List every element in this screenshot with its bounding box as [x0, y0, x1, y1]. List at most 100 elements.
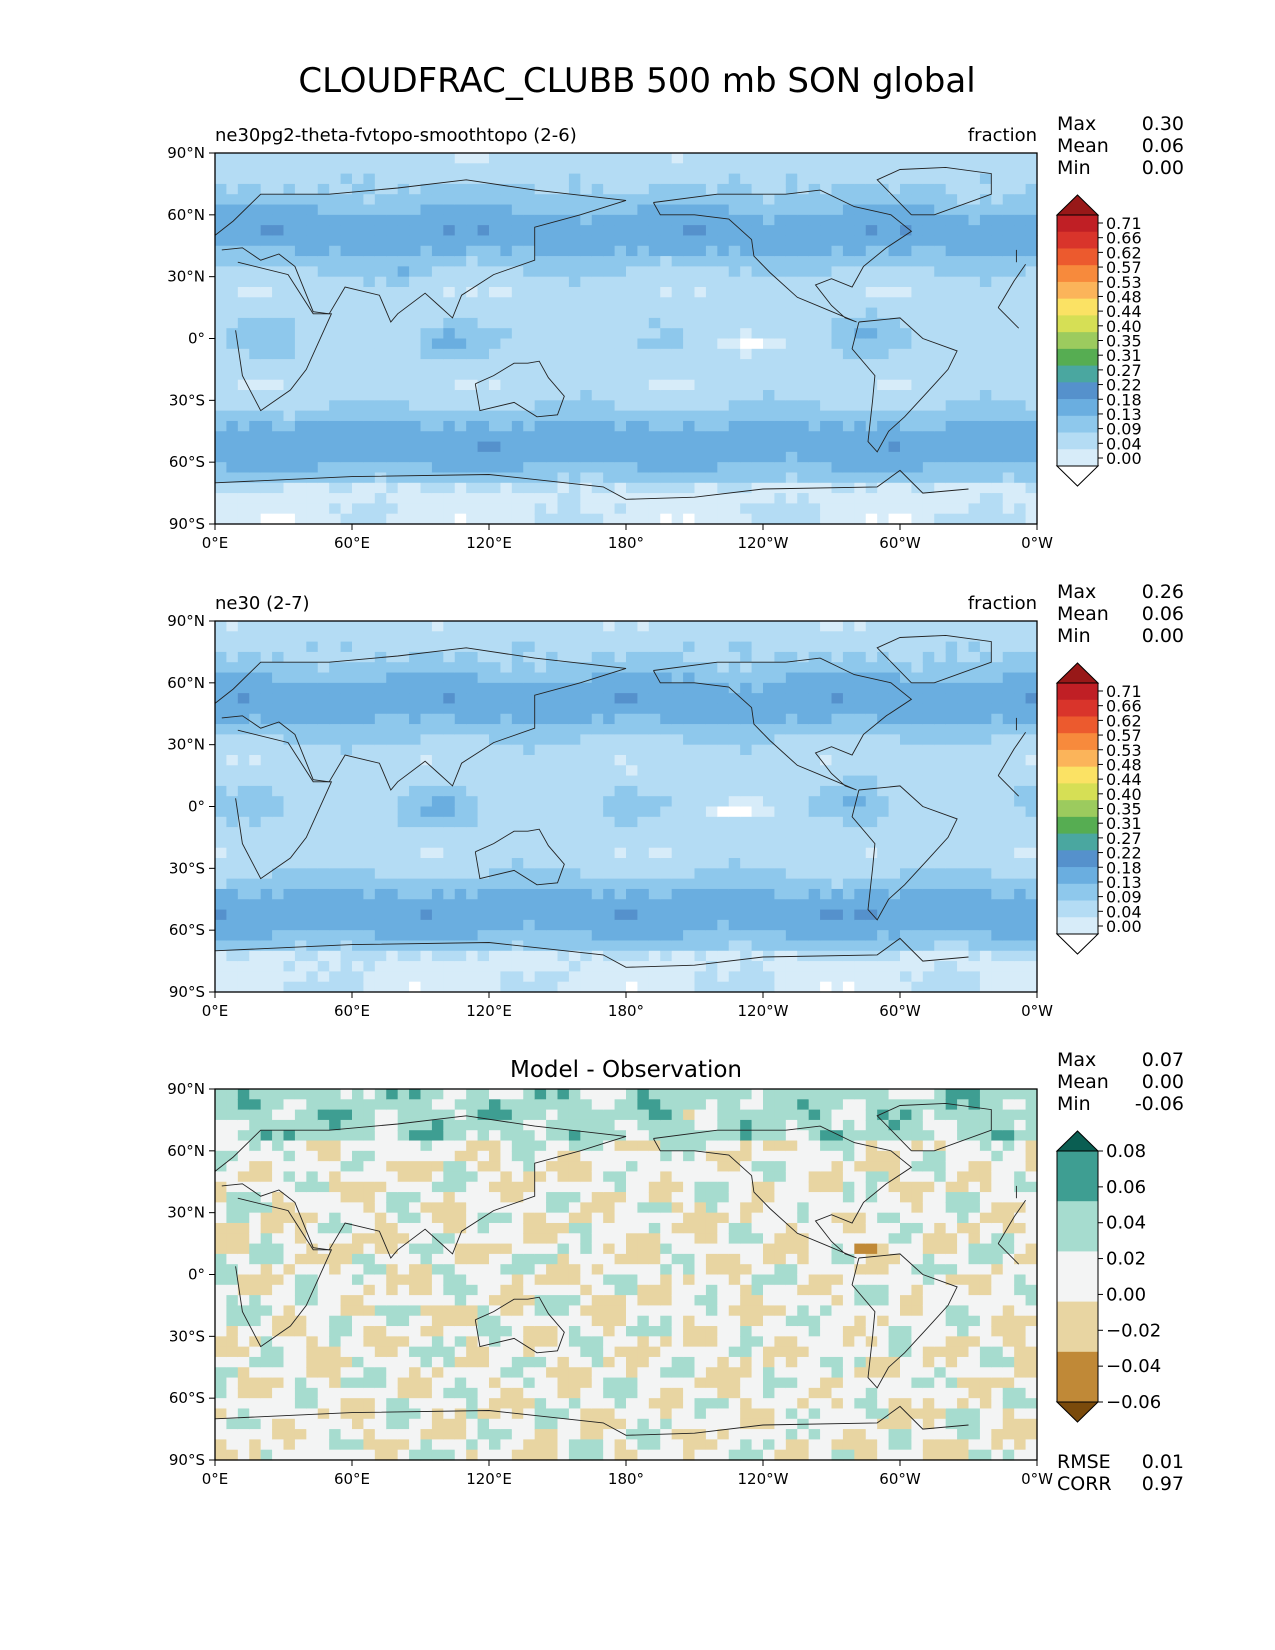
- map-cell: [854, 888, 867, 900]
- map-cell: [443, 631, 456, 643]
- map-cell: [363, 317, 376, 329]
- map-cell: [774, 420, 787, 432]
- map-cell: [580, 204, 593, 216]
- map-cell: [1025, 286, 1038, 298]
- map-cell: [968, 400, 981, 412]
- map-cell: [626, 173, 639, 185]
- map-cell: [957, 163, 970, 175]
- map-cell: [957, 173, 970, 185]
- map-cell: [1002, 225, 1015, 237]
- map-cell: [443, 672, 456, 684]
- map-cell: [466, 703, 479, 715]
- map-cell: [511, 693, 524, 705]
- map-cell: [352, 420, 365, 432]
- map-cell: [591, 431, 604, 443]
- map-cell: [511, 827, 524, 839]
- map-cell: [226, 693, 239, 705]
- map-cell: [831, 713, 844, 725]
- map-cell: [660, 868, 673, 880]
- map-cell: [705, 827, 718, 839]
- map-cell: [374, 724, 387, 735]
- map-cell: [842, 878, 855, 890]
- map-cell: [648, 462, 661, 474]
- map-cell: [237, 256, 250, 267]
- map-cell: [249, 503, 262, 515]
- map-cell: [237, 765, 250, 777]
- map-cell: [626, 775, 639, 787]
- map-cell: [466, 827, 479, 839]
- map-cell: [603, 734, 616, 746]
- map-cell: [546, 225, 559, 237]
- map-cell: [352, 744, 365, 756]
- map-cell: [568, 961, 581, 972]
- map-cell: [249, 724, 262, 735]
- map-cell: [454, 724, 467, 735]
- map-cell: [774, 765, 787, 777]
- map-cell: [317, 713, 330, 725]
- map-cell: [637, 235, 650, 247]
- map-cell: [363, 379, 376, 391]
- map-cell: [854, 785, 867, 797]
- map-cell: [797, 297, 810, 309]
- map-cell: [694, 754, 707, 766]
- map-cell: [294, 981, 307, 993]
- map-cell: [614, 703, 627, 715]
- map-cell: [626, 961, 639, 972]
- map-cell: [705, 214, 718, 226]
- map-cell: [626, 359, 639, 371]
- map-cell: [842, 390, 855, 401]
- map-cell: [774, 410, 787, 422]
- map-cell: [386, 235, 399, 247]
- map-cell: [215, 462, 228, 474]
- map-cell: [500, 317, 513, 329]
- map-cell: [466, 204, 479, 216]
- map-cell: [420, 785, 433, 797]
- map-cell: [751, 765, 764, 777]
- map-cell: [397, 348, 410, 360]
- map-cell: [751, 431, 764, 443]
- map-cell: [945, 256, 958, 267]
- map-cell: [614, 173, 627, 185]
- map-cell: [740, 724, 753, 735]
- map-cell: [614, 785, 627, 797]
- map-cell: [374, 950, 387, 962]
- map-cell: [283, 713, 296, 725]
- map-cell: [260, 971, 273, 983]
- map-cell: [546, 462, 559, 474]
- map-cell: [683, 328, 696, 340]
- map-cell: [272, 621, 285, 632]
- map-cell: [317, 348, 330, 360]
- map-cell: [660, 286, 673, 298]
- map-cell: [603, 266, 616, 278]
- map-cell: [534, 307, 547, 319]
- map-cell: [352, 225, 365, 237]
- map-cell: [466, 245, 479, 257]
- map-cell: [397, 266, 410, 278]
- map-cell: [374, 359, 387, 371]
- north-america-outline: [653, 189, 913, 323]
- map-cell: [283, 662, 296, 674]
- map-cell: [557, 662, 570, 674]
- map-cell: [911, 899, 924, 911]
- map-cell: [660, 734, 673, 746]
- map-cell: [888, 641, 901, 653]
- map-cell: [648, 379, 661, 391]
- map-cell: [842, 328, 855, 340]
- map-cell: [751, 785, 764, 797]
- map-cell: [854, 441, 867, 453]
- map-cell: [637, 472, 650, 484]
- map-cell: [705, 513, 718, 525]
- map-cell: [294, 703, 307, 715]
- map-cell: [648, 297, 661, 309]
- map-cell: [911, 961, 924, 972]
- map-cell: [546, 940, 559, 952]
- map-cell: [1025, 235, 1038, 247]
- map-cell: [226, 256, 239, 267]
- map-cell: [249, 713, 262, 725]
- map-cell: [922, 400, 935, 412]
- map-cell: [934, 225, 947, 237]
- map-cell: [763, 682, 776, 694]
- map-cell: [614, 940, 627, 952]
- map-cell: [386, 785, 399, 797]
- map-cell: [957, 256, 970, 267]
